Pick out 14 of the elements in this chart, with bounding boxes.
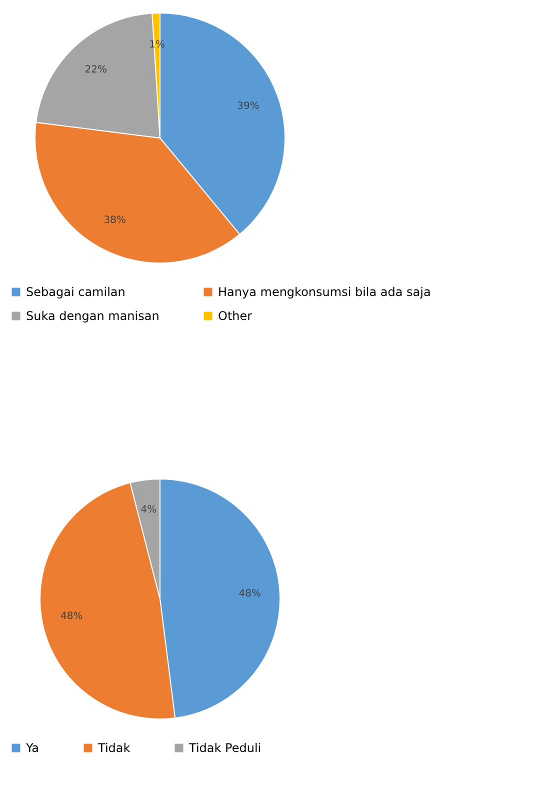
legend-label: Sebagai camilan: [26, 285, 126, 299]
legend-label: Other: [218, 309, 252, 323]
data-label: 38%: [104, 215, 126, 226]
legend-label: Tidak: [97, 741, 130, 755]
data-label: 1%: [149, 39, 165, 50]
data-label: 22%: [84, 64, 107, 76]
legend-label: Hanya mengkonsumsi bila ada saja: [218, 285, 431, 299]
data-label: 48%: [238, 588, 261, 600]
data-label: 48%: [60, 610, 83, 622]
legend-label: Suka dengan manisan: [26, 309, 160, 323]
data-label: 39%: [237, 101, 260, 112]
legend-label: Tidak Peduli: [188, 741, 262, 755]
legend-label: Ya: [25, 741, 40, 755]
data-label: 4%: [140, 504, 157, 516]
